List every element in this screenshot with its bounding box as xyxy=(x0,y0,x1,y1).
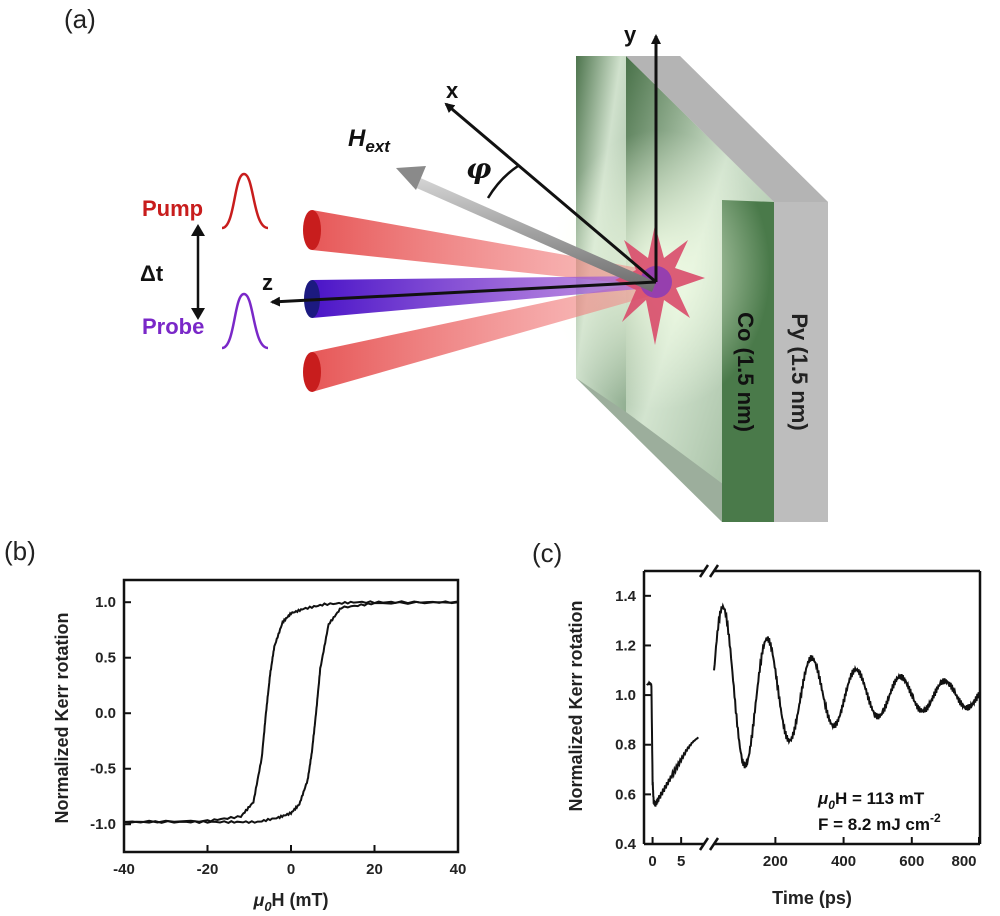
plot-b-ylabel: Normalized Kerr rotation xyxy=(52,612,72,823)
angle-label: φ xyxy=(466,152,492,185)
plot-b-xtick-label: 0 xyxy=(287,861,295,878)
pump-pulse xyxy=(221,172,269,230)
plot-b-ytick-label: -0.5 xyxy=(90,761,116,778)
plot-c-frame xyxy=(642,564,982,851)
panel-a-label: (a) xyxy=(64,4,96,34)
hext-label: Hext xyxy=(348,125,391,156)
plot-b-xtick-label: 20 xyxy=(366,861,383,878)
plot-b-loop-branch xyxy=(123,600,459,825)
plot-c-trace-early xyxy=(646,680,700,807)
pump-beam-lower xyxy=(303,280,650,392)
plot-b-xtick-label: -40 xyxy=(113,861,135,878)
panel-b: (b) Normalized Kerr rotation μ0H (mT) -4… xyxy=(4,536,466,914)
plot-c-xtick-label: 0 xyxy=(648,853,656,870)
delay-label: Δt xyxy=(140,261,164,286)
plot-c-xtick-label: 800 xyxy=(951,853,976,870)
panel-c: (c) Normalized Kerr rotation Time (ps) 0… xyxy=(532,538,982,908)
plot-c-ylabel: Normalized Kerr rotation xyxy=(566,600,586,811)
pump-label: Pump xyxy=(142,196,203,221)
plot-c-xtick-label: 5 xyxy=(677,853,685,870)
plot-b-xlabel: μ0H (mT) xyxy=(252,890,328,914)
plot-b-ytick-label: 1.0 xyxy=(95,594,116,611)
x-axis-arrow xyxy=(444,102,657,284)
co-layer xyxy=(550,56,774,522)
panel-a: (a) xyxy=(64,4,828,522)
plot-b-ytick-label: 0.5 xyxy=(95,650,116,667)
probe-pulse xyxy=(221,292,269,350)
plot-b-loop-branch xyxy=(123,600,459,824)
plot-b-xtick-label: -20 xyxy=(197,861,219,878)
plot-b-ticks: -40 -20 0 20 40 -1.0 -0.5 0.0 0.5 1.0 xyxy=(90,594,466,878)
plot-c-xlabel: Time (ps) xyxy=(772,888,852,908)
py-layer xyxy=(626,56,828,522)
plot-b-ytick-label: -1.0 xyxy=(90,816,116,833)
plot-c-ytick-label: 0.4 xyxy=(615,836,637,853)
axis-x-label: x xyxy=(446,78,459,103)
plot-b-series xyxy=(123,600,459,825)
plot-b-xtick-label: 40 xyxy=(450,861,467,878)
pump-beam-upper xyxy=(303,210,650,286)
plot-c-xtick-label: 200 xyxy=(763,853,788,870)
panel-b-label: (b) xyxy=(4,536,36,566)
plot-c-annotation-field: μ0H = 113 mT xyxy=(817,789,925,812)
plot-c-annotation-fluence: F = 8.2 mJ cm-2 xyxy=(818,811,941,834)
plot-c-xtick-label: 400 xyxy=(831,853,856,870)
plot-c-ticks: 0.4 0.6 0.8 1.0 1.2 1.4 0 5 200 400 600 800 xyxy=(615,588,980,870)
plot-c-ytick-label: 0.6 xyxy=(615,786,636,803)
angle-arc xyxy=(486,164,519,199)
z-axis-arrow xyxy=(270,280,657,307)
co-layer-label: Co (1.5 nm) xyxy=(733,312,758,432)
axis-z-label: z xyxy=(262,270,273,295)
plot-c-ytick-label: 1.4 xyxy=(615,588,637,605)
panel-c-label: (c) xyxy=(532,538,562,568)
plot-c-ytick-label: 0.8 xyxy=(615,737,636,754)
plot-c-trace-oscillation xyxy=(713,602,981,769)
probe-label: Probe xyxy=(142,314,204,339)
axis-y-label: y xyxy=(624,22,637,47)
hext-arrow xyxy=(396,166,656,292)
plot-c-xtick-label: 600 xyxy=(899,853,924,870)
plot-c-series xyxy=(646,602,981,807)
py-layer-label: Py (1.5 nm) xyxy=(787,313,812,430)
plot-b-ytick-label: 0.0 xyxy=(95,705,116,722)
plot-c-ytick-label: 1.2 xyxy=(615,637,636,654)
plot-c-ytick-label: 1.0 xyxy=(615,687,636,704)
